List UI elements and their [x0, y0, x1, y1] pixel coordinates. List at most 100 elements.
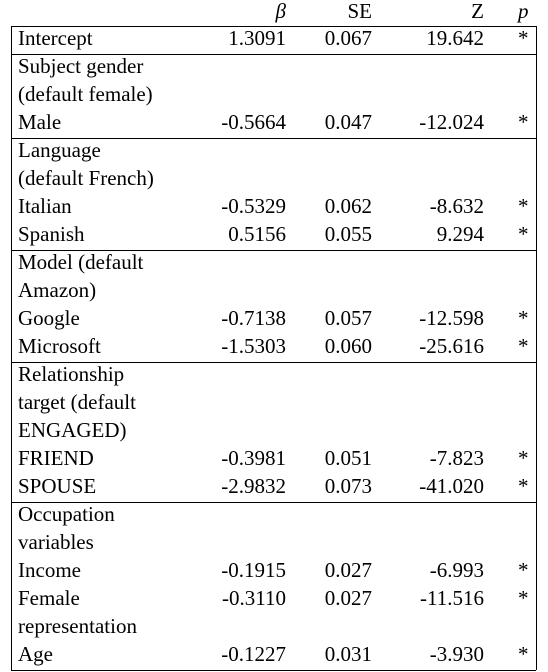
cell-p: * — [518, 558, 529, 582]
table-row: Age -0.1227 0.031 -3.930 * — [0, 641, 548, 669]
cell-z: -41.020 — [419, 474, 484, 498]
cell-label: Income — [18, 558, 81, 582]
cell-se: 0.051 — [324, 446, 372, 470]
header-se: SE — [347, 0, 372, 23]
cell-p: * — [518, 642, 529, 666]
table-row: Model (default — [0, 249, 548, 277]
table-row: Google -0.7138 0.057 -12.598 * — [0, 305, 548, 333]
table-row: SPOUSE -2.9832 0.073 -41.020 * — [0, 473, 548, 501]
cell-p: * — [518, 110, 529, 134]
cell-label: Model (default — [18, 250, 144, 274]
cell-p: * — [518, 26, 529, 50]
cell-p: * — [518, 446, 529, 470]
cell-beta: -0.5329 — [221, 194, 286, 218]
cell-label: representation — [18, 614, 137, 638]
cell-se: 0.062 — [324, 194, 372, 218]
cell-p: * — [518, 194, 529, 218]
cell-label: Subject gender — [18, 54, 144, 78]
cell-p: * — [518, 474, 529, 498]
rule-line — [11, 26, 536, 27]
cell-label: Spanish — [18, 222, 85, 246]
cell-z: -8.632 — [429, 194, 484, 218]
cell-z: -7.823 — [429, 446, 484, 470]
table-row: (default female) — [0, 81, 548, 109]
cell-se: 0.060 — [324, 334, 372, 358]
cell-label: SPOUSE — [18, 474, 97, 498]
right-border — [536, 26, 537, 670]
cell-z: -3.930 — [429, 642, 484, 666]
table-row: Spanish 0.5156 0.055 9.294 * — [0, 221, 548, 249]
table-row: Subject gender — [0, 53, 548, 81]
cell-label: Google — [18, 306, 80, 330]
cell-z: -12.598 — [419, 306, 484, 330]
table-row: representation — [0, 613, 548, 641]
cell-se: 0.055 — [324, 222, 372, 246]
cell-label: Female — [18, 586, 80, 610]
table-row: Male -0.5664 0.047 -12.024 * — [0, 109, 548, 137]
cell-beta: 0.5156 — [228, 222, 286, 246]
cell-beta: -2.9832 — [221, 474, 286, 498]
cell-z: 19.642 — [426, 26, 484, 50]
cell-label: Age — [18, 642, 53, 666]
table-row: Occupation — [0, 501, 548, 529]
table-row: variables — [0, 529, 548, 557]
table-row: target (default — [0, 389, 548, 417]
cell-se: 0.047 — [324, 110, 372, 134]
cell-label: Italian — [18, 194, 72, 218]
cell-beta: 1.3091 — [228, 26, 286, 50]
table-row: Relationship — [0, 361, 548, 389]
table-row: FRIEND -0.3981 0.051 -7.823 * — [0, 445, 548, 473]
cell-label: Occupation — [18, 502, 115, 526]
cell-label: FRIEND — [18, 446, 94, 470]
rule-line — [11, 362, 536, 363]
rule-line — [11, 670, 536, 671]
table-row: Language — [0, 137, 548, 165]
table-row: Amazon) — [0, 277, 548, 305]
cell-p: * — [518, 334, 529, 358]
cell-se: 0.073 — [324, 474, 372, 498]
cell-se: 0.067 — [324, 26, 372, 50]
left-border — [11, 26, 12, 670]
cell-beta: -0.5664 — [221, 110, 286, 134]
rule-line — [11, 250, 536, 251]
cell-z: -12.024 — [419, 110, 484, 134]
cell-label: (default French) — [18, 166, 154, 190]
cell-label: Intercept — [18, 26, 93, 50]
header-z: Z — [471, 0, 484, 23]
cell-label: Amazon) — [18, 278, 97, 302]
cell-label: Relationship — [18, 362, 125, 386]
cell-se: 0.031 — [324, 642, 372, 666]
cell-p: * — [518, 586, 529, 610]
cell-p: * — [518, 222, 529, 246]
cell-se: 0.057 — [324, 306, 372, 330]
cell-p: * — [518, 306, 529, 330]
cell-beta: -1.5303 — [221, 334, 286, 358]
cell-label: variables — [18, 530, 94, 554]
table-row: Microsoft -1.5303 0.060 -25.616 * — [0, 333, 548, 361]
header-beta: β — [275, 0, 286, 23]
cell-label: Male — [18, 110, 62, 134]
cell-z: 9.294 — [436, 222, 484, 246]
rule-line — [11, 54, 536, 55]
cell-z: -6.993 — [429, 558, 484, 582]
cell-label: Language — [18, 138, 101, 162]
cell-se: 0.027 — [324, 586, 372, 610]
cell-z: -25.616 — [419, 334, 484, 358]
cell-label: target (default — [18, 390, 136, 414]
cell-label: Microsoft — [18, 334, 101, 358]
cell-se: 0.027 — [324, 558, 372, 582]
rule-line — [11, 138, 536, 139]
table-row: ENGAGED) — [0, 417, 548, 445]
cell-label: ENGAGED) — [18, 418, 127, 442]
table-row: Italian -0.5329 0.062 -8.632 * — [0, 193, 548, 221]
cell-beta: -0.3981 — [221, 446, 286, 470]
cell-beta: -0.1227 — [221, 642, 286, 666]
rule-line — [11, 502, 536, 503]
table-header-row: β SE Z p — [0, 0, 548, 26]
cell-label: (default female) — [18, 82, 153, 106]
cell-beta: -0.7138 — [221, 306, 286, 330]
table-row: Female -0.3110 0.027 -11.516 * — [0, 585, 548, 613]
cell-z: -11.516 — [420, 586, 484, 610]
table-row: (default French) — [0, 165, 548, 193]
